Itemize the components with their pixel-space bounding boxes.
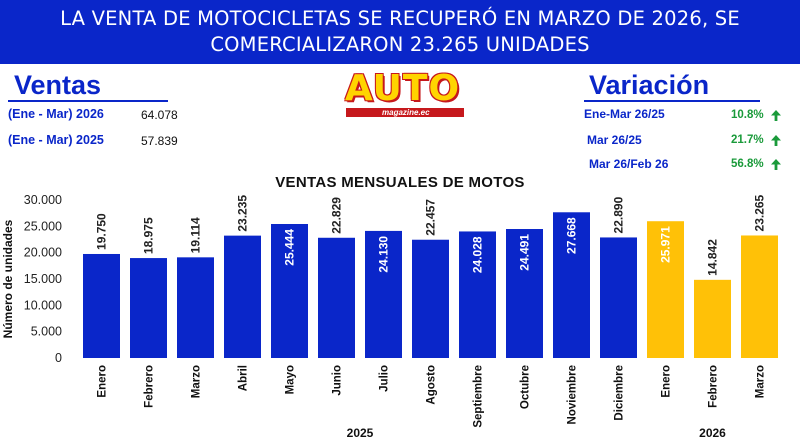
bar	[412, 239, 449, 358]
x-tick-label: Noviembre	[567, 365, 579, 424]
ventas-value-2025: 57.839	[141, 134, 178, 148]
bar	[83, 253, 120, 358]
bar	[177, 257, 214, 358]
y-tick-label: 15.000	[24, 272, 62, 286]
year-group-label: 2026	[699, 426, 726, 440]
bar-value-label: 19.750	[95, 213, 109, 250]
bar	[741, 235, 778, 358]
y-tick-label: 30.000	[24, 193, 62, 207]
x-tick-label: Julio	[379, 365, 391, 392]
x-tick-label: Marzo	[755, 365, 767, 398]
x-tick-label: Diciembre	[614, 365, 626, 421]
bar	[224, 235, 261, 358]
ventas-label-2026: (Ene - Mar) 2026	[8, 107, 104, 121]
logo-red-bar	[346, 108, 464, 117]
x-tick-label: Abril	[238, 365, 250, 391]
x-tick-label: Mayo	[285, 365, 297, 394]
bar-value-label: 24.028	[471, 236, 485, 273]
variacion-label-mar: Mar 26/25	[587, 133, 642, 147]
ventas-title: Ventas	[14, 70, 102, 100]
bar-value-label: 14.842	[706, 239, 720, 276]
logo-tagline: magazine.ec	[382, 108, 430, 117]
bar	[459, 231, 496, 358]
variacion-title: Variación	[589, 70, 710, 100]
arrow-up-icon	[771, 159, 781, 170]
bar-value-label: 24.491	[518, 234, 532, 271]
variacion-value-mar-feb: 56.8%	[731, 158, 764, 170]
chart-title: VENTAS MENSUALES DE MOTOS	[275, 174, 525, 191]
bar-value-label: 25.971	[659, 226, 673, 263]
bar-value-label: 23.235	[236, 195, 250, 232]
arrow-up-icon	[771, 135, 781, 146]
x-tick-label: Octubre	[520, 365, 532, 409]
bar-value-label: 24.130	[377, 236, 391, 273]
arrow-up-icon	[771, 110, 781, 121]
bar-value-label: 27.668	[565, 217, 579, 254]
x-tick-label: Enero	[661, 365, 673, 398]
variacion-label-mar-feb: Mar 26/Feb 26	[589, 157, 669, 171]
variacion-value-mar: 21.7%	[731, 134, 764, 146]
bar-value-label: 22.457	[424, 199, 438, 236]
y-tick-label: 5.000	[31, 325, 62, 339]
bar-value-label: 19.114	[189, 217, 203, 253]
bar-value-label: 18.975	[142, 217, 156, 254]
ventas-value-2026: 64.078	[141, 108, 178, 122]
y-tick-label: 20.000	[24, 246, 62, 260]
bar	[365, 230, 402, 358]
x-tick-label: Enero	[97, 365, 109, 398]
x-tick-label: Febrero	[708, 365, 720, 408]
bar	[553, 212, 590, 358]
bar-value-label: 22.890	[612, 196, 626, 233]
auto-magazine-logo: AUTO magazine.ec	[340, 68, 465, 122]
variacion-label-ene-mar: Ene-Mar 26/25	[584, 107, 665, 121]
logo-brand: AUTO	[344, 68, 461, 109]
variacion-value-ene-mar: 10.8%	[731, 109, 764, 121]
bar	[318, 237, 355, 358]
ventas-underline	[8, 100, 168, 102]
variacion-underline	[584, 100, 760, 102]
headline-line-2: COMERCIALIZARON 23.265 UNIDADES	[210, 33, 590, 56]
bar	[271, 223, 308, 358]
headline-banner: LA VENTA DE MOTOCICLETAS SE RECUPERÓ EN …	[0, 0, 800, 64]
x-tick-label: Febrero	[144, 365, 156, 408]
x-tick-label: Junio	[332, 365, 344, 396]
ventas-label-2025: (Ene - Mar) 2025	[8, 133, 104, 147]
bar	[600, 237, 637, 358]
y-axis-label: Número de unidades	[1, 219, 15, 338]
y-tick-label: 10.000	[24, 298, 62, 312]
x-tick-label: Septiembre	[473, 365, 485, 428]
year-group-label: 2025	[347, 426, 374, 440]
y-tick-label: 0	[55, 351, 62, 365]
bar-value-label: 25.444	[283, 229, 297, 266]
bar	[694, 279, 731, 358]
x-tick-label: Marzo	[191, 365, 203, 398]
bar-value-label: 23.265	[753, 194, 767, 231]
headline-line-1: LA VENTA DE MOTOCICLETAS SE RECUPERÓ EN …	[60, 7, 740, 30]
y-tick-label: 25.000	[24, 219, 62, 233]
bar	[130, 258, 167, 358]
x-tick-label: Agosto	[426, 365, 438, 405]
bar	[647, 221, 684, 358]
bar-value-label: 22.829	[330, 197, 344, 234]
bar	[506, 229, 543, 358]
